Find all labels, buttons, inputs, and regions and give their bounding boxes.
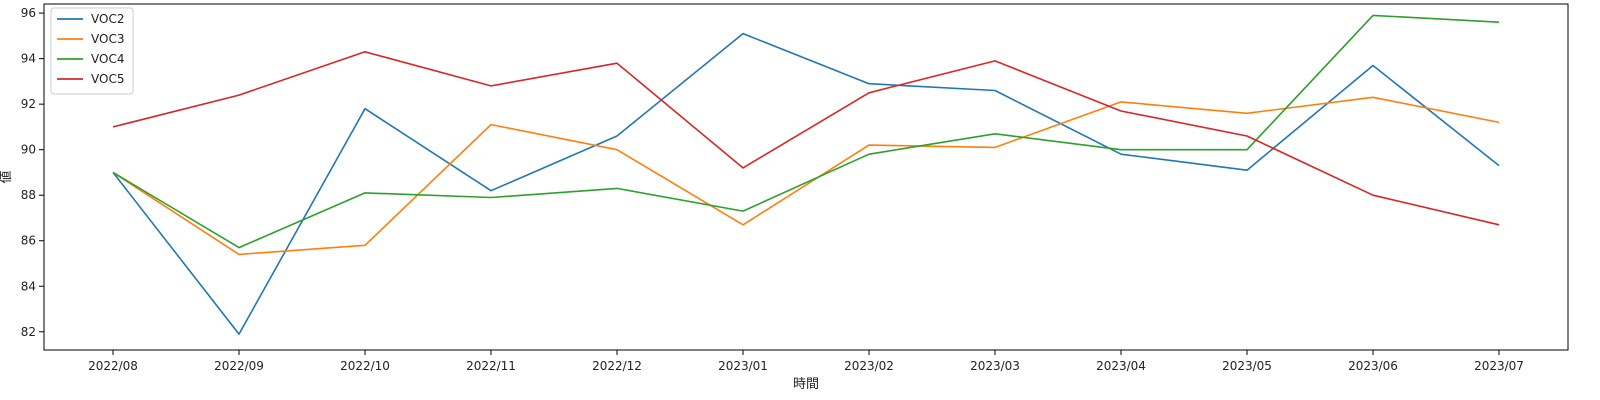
legend-label: VOC2 — [91, 12, 124, 26]
series-line-voc3 — [112, 96, 1500, 256]
x-tick-label: 2023/06 — [1348, 359, 1398, 373]
y-tick-label: 86 — [21, 234, 36, 248]
y-tick-label: 88 — [21, 188, 36, 202]
x-tick-label: 2022/11 — [466, 359, 516, 373]
x-tick-label: 2022/08 — [88, 359, 138, 373]
x-tick-label: 2023/02 — [844, 359, 894, 373]
series-line-voc2 — [112, 32, 1500, 335]
series-lines — [112, 14, 1500, 335]
y-axis-title: 値 — [0, 170, 14, 183]
legend-label: VOC4 — [91, 52, 124, 66]
legend-box — [50, 7, 134, 95]
x-tick-label: 2022/12 — [592, 359, 642, 373]
y-tick-label: 84 — [21, 279, 36, 293]
legend-label: VOC3 — [91, 32, 124, 46]
x-tick-label: 2023/04 — [1096, 359, 1146, 373]
legend: VOC2 VOC3 VOC4 VOC5 — [50, 7, 134, 95]
x-tick-label: 2022/10 — [340, 359, 390, 373]
y-tick-label: 90 — [21, 143, 36, 157]
y-tick-label: 92 — [21, 97, 36, 111]
x-tick-label: 2023/07 — [1474, 359, 1524, 373]
plot-frame — [43, 3, 1569, 351]
x-axis-title: 時間 — [793, 377, 819, 392]
x-tick-label: 2022/09 — [214, 359, 264, 373]
series-line-voc5 — [112, 50, 1500, 226]
y-tick-label: 94 — [21, 52, 36, 66]
y-tick-label: 96 — [21, 6, 36, 20]
x-tick-label: 2023/01 — [718, 359, 768, 373]
legend-label: VOC5 — [91, 72, 124, 86]
x-tick-label: 2023/03 — [970, 359, 1020, 373]
series-line-voc4 — [112, 14, 1500, 249]
y-tick-label: 82 — [21, 325, 36, 339]
y-axis: 82 84 86 88 90 92 94 96 — [21, 6, 44, 339]
x-tick-label: 2023/05 — [1222, 359, 1272, 373]
x-axis: 2022/08 2022/09 2022/10 2022/11 2022/12 2023/… — [88, 350, 1524, 373]
